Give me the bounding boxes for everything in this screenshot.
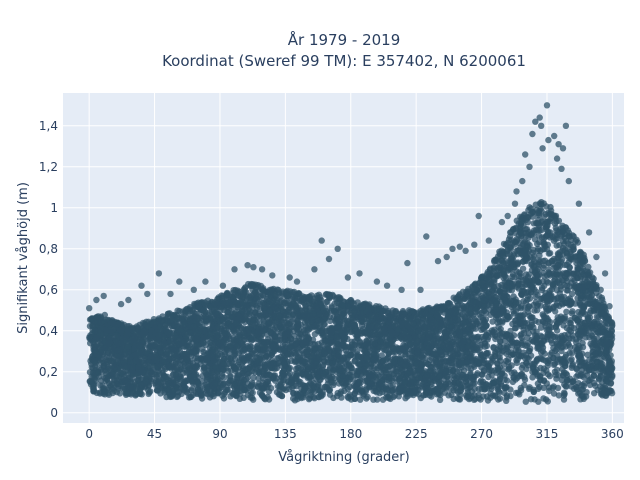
data-point — [187, 393, 194, 401]
data-point — [357, 396, 364, 403]
data-point — [370, 396, 377, 403]
data-point — [471, 385, 478, 393]
chart-subtitle: Koordinat (Sweref 99 TM): E 357402, N 62… — [162, 52, 526, 70]
data-point — [374, 364, 381, 372]
data-point — [551, 368, 559, 375]
data-point — [537, 354, 544, 362]
data-point — [562, 383, 569, 390]
data-point — [591, 390, 598, 397]
data-point — [550, 390, 558, 397]
data-point — [277, 298, 284, 306]
data-point — [483, 393, 491, 400]
data-point — [330, 394, 337, 402]
data-point — [568, 356, 575, 363]
data-point — [542, 396, 550, 403]
data-points — [86, 102, 616, 405]
data-point — [561, 390, 568, 398]
data-point — [595, 375, 602, 382]
data-point — [364, 393, 371, 401]
data-point — [513, 359, 520, 366]
data-point — [572, 384, 580, 391]
data-point — [163, 393, 170, 401]
data-point — [569, 308, 576, 315]
data-point — [273, 389, 281, 396]
data-point — [97, 389, 104, 396]
data-point — [116, 390, 124, 397]
data-point — [547, 203, 554, 211]
data-point — [446, 300, 454, 307]
chart-title: År 1979 - 2019 — [288, 30, 401, 49]
data-point — [545, 250, 553, 257]
data-point — [553, 375, 560, 382]
data-point — [520, 298, 527, 305]
data-point — [581, 380, 588, 387]
data-point — [563, 308, 570, 315]
data-point — [526, 384, 533, 391]
data-point — [550, 361, 558, 368]
data-point — [539, 311, 546, 318]
data-point — [505, 363, 513, 370]
data-point — [250, 396, 257, 403]
data-point — [436, 396, 444, 404]
data-point — [585, 263, 592, 271]
data-point — [291, 397, 299, 404]
data-point — [277, 292, 285, 300]
